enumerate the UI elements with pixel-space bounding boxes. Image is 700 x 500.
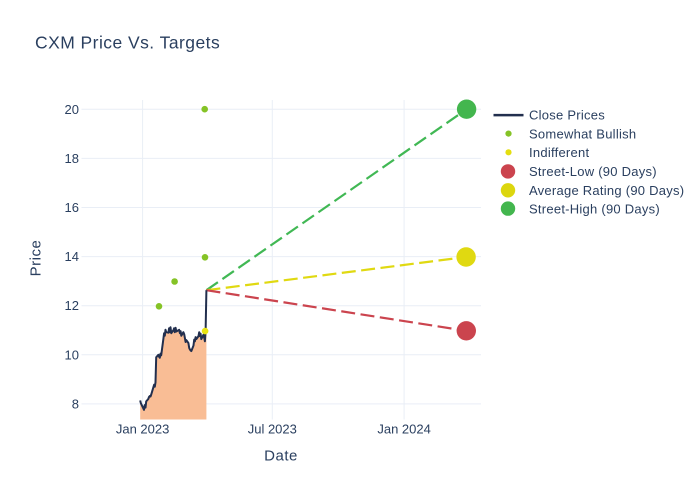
svg-text:Jul 2023: Jul 2023: [248, 422, 297, 437]
svg-text:16: 16: [65, 200, 79, 215]
svg-text:Street-High (90 Days): Street-High (90 Days): [529, 201, 660, 216]
svg-text:Indifferent: Indifferent: [529, 145, 589, 160]
svg-text:Date: Date: [264, 447, 298, 464]
svg-text:Somewhat Bullish: Somewhat Bullish: [529, 126, 636, 141]
svg-text:Jan 2023: Jan 2023: [116, 422, 170, 437]
svg-text:Close Prices: Close Prices: [529, 108, 605, 123]
svg-text:Jan 2024: Jan 2024: [377, 422, 431, 437]
svg-text:CXM Price Vs. Targets: CXM Price Vs. Targets: [35, 32, 220, 52]
svg-text:20: 20: [65, 102, 79, 117]
svg-text:8: 8: [72, 396, 79, 411]
svg-text:Street-Low (90 Days): Street-Low (90 Days): [529, 164, 657, 179]
svg-text:18: 18: [65, 151, 79, 166]
svg-text:10: 10: [65, 347, 79, 362]
svg-text:Price: Price: [28, 240, 45, 277]
svg-text:12: 12: [65, 298, 79, 313]
svg-text:14: 14: [65, 249, 79, 264]
svg-text:Average Rating (90 Days): Average Rating (90 Days): [529, 183, 684, 198]
